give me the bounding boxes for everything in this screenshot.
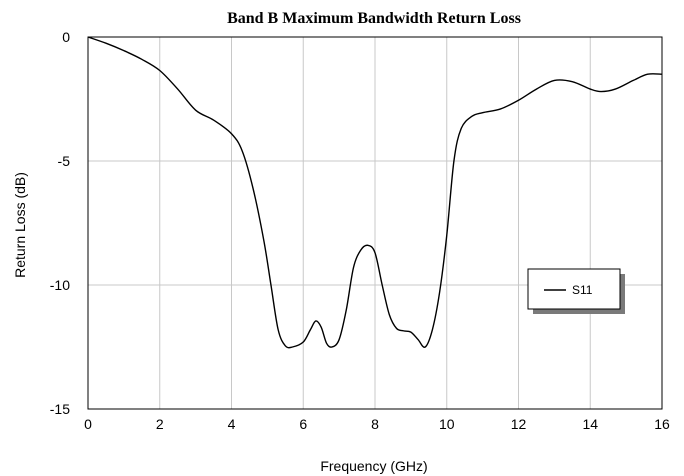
x-tick-label: 8 [371, 416, 379, 432]
y-tick-label: -10 [50, 277, 70, 293]
x-tick-label: 0 [84, 416, 92, 432]
tick-labels: 0 2 4 6 8 10 12 14 16 0 -5 -10 -15 [50, 29, 670, 432]
grid-lines [87, 36, 663, 410]
x-tick-label: 16 [654, 416, 670, 432]
x-tick-label: 14 [582, 416, 598, 432]
legend-box [527, 268, 621, 310]
plot-border [87, 36, 663, 410]
y-tick-label: 0 [62, 29, 70, 45]
series-line-s11 [87, 36, 663, 349]
x-tick-label: 12 [511, 416, 527, 432]
chart-title: Band B Maximum Bandwidth Return Loss [227, 10, 521, 27]
x-tick-label: 10 [439, 416, 455, 432]
y-axis-label: Return Loss (dB) [12, 172, 28, 278]
series-layer [87, 36, 663, 349]
y-tick-label: -15 [50, 401, 70, 417]
legend-label-s11: S11 [572, 283, 593, 297]
x-tick-label: 6 [299, 416, 307, 432]
x-axis-label: Frequency (GHz) [320, 458, 427, 474]
legend: S11 [527, 268, 625, 314]
x-tick-label: 2 [156, 416, 164, 432]
y-tick-label: -5 [58, 153, 71, 169]
x-tick-label: 4 [228, 416, 236, 432]
